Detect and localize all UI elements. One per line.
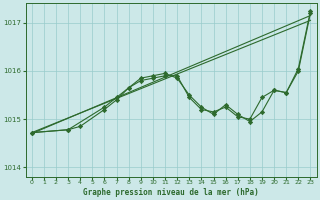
X-axis label: Graphe pression niveau de la mer (hPa): Graphe pression niveau de la mer (hPa)	[83, 188, 259, 197]
